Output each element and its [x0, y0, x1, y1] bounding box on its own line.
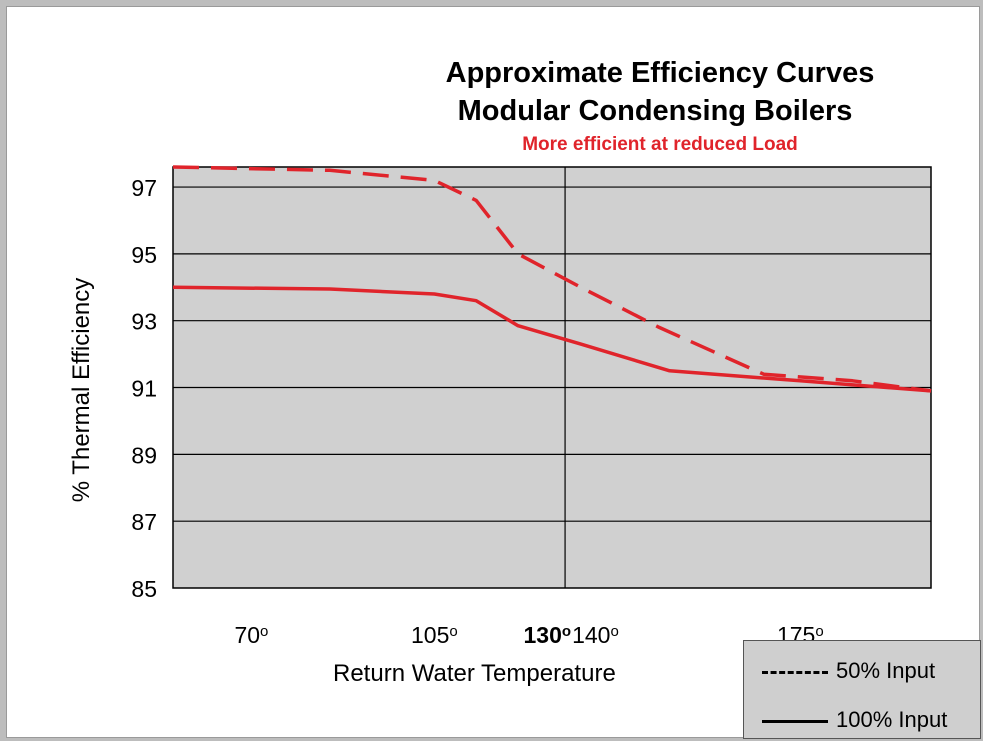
x-tick-70: 70o: [234, 622, 268, 648]
chart-subtitle: Modular Condensing Boilers: [457, 95, 853, 127]
series-group: [172, 165, 932, 393]
y-tick-95: 95: [131, 242, 157, 268]
legend-label: 50% Input: [836, 658, 936, 683]
x-tick-105: 105o: [411, 622, 458, 648]
y-tick-91: 91: [131, 376, 157, 402]
legend: 50% Input 100% Input: [743, 640, 981, 739]
legend-item-100: 100% Input: [744, 705, 980, 735]
y-tick-89: 89: [131, 442, 157, 468]
y-tick-85: 85: [131, 576, 157, 602]
chart-title: Approximate Efficiency Curves: [445, 57, 875, 89]
legend-solid-swatch: [762, 720, 828, 723]
y-tick-87: 87: [131, 509, 157, 535]
chart-annotation: More efficient at reduced Load: [522, 134, 798, 155]
series-line-100-input: [172, 285, 932, 393]
legend-label: 100% Input: [836, 707, 948, 732]
y-axis-label: % Thermal Efficiency: [68, 277, 95, 503]
y-tick-97: 97: [131, 175, 157, 201]
x-axis: 70o 105o 130o 140o 175o: [234, 622, 823, 648]
legend-dash-swatch: [762, 671, 828, 674]
x-tick-130: 130o: [524, 622, 572, 648]
series-line-50-input: [172, 165, 932, 393]
legend-item-50: 50% Input: [744, 656, 980, 686]
x-tick-140: 140o: [572, 622, 619, 648]
y-axis: 97 95 93 91 89 87 85: [131, 175, 157, 602]
y-tick-93: 93: [131, 309, 157, 335]
grid-lines: [173, 167, 931, 588]
x-axis-label: Return Water Temperature: [333, 660, 616, 687]
